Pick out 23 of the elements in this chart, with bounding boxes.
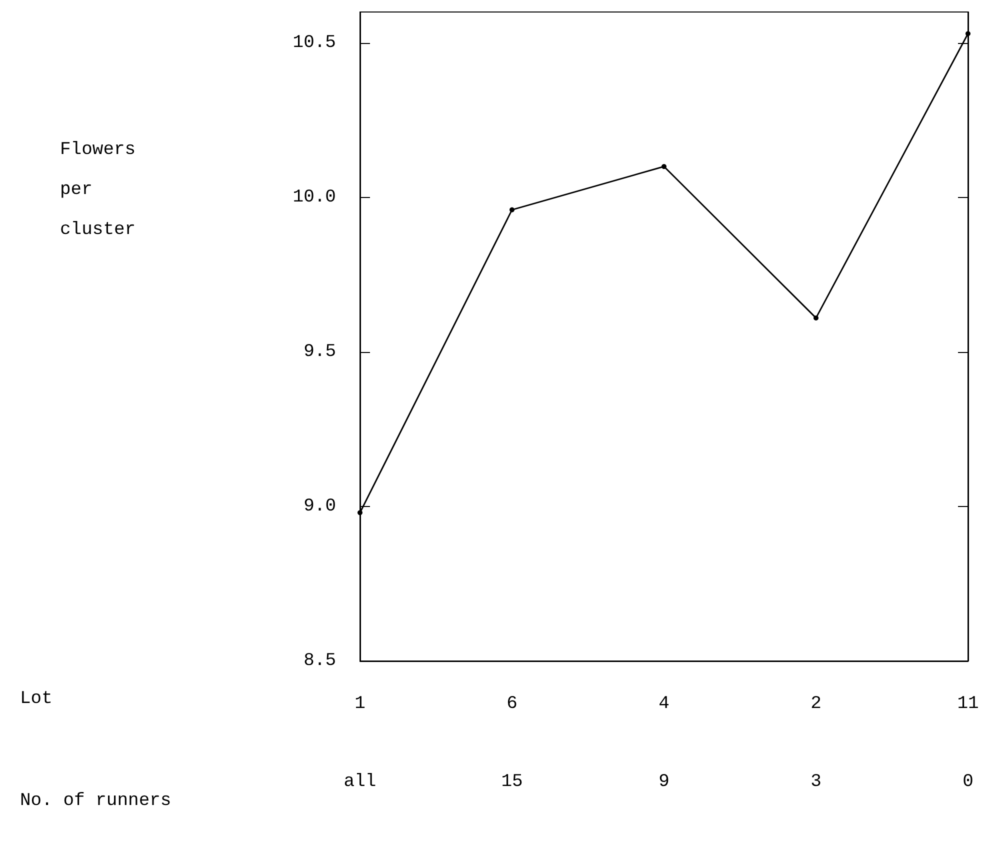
text: 0	[962, 772, 974, 792]
point	[358, 510, 362, 516]
x-tick-label: 11	[957, 694, 979, 714]
y-tick-label: 8.5	[304, 651, 336, 671]
x-tick-label: 2	[810, 694, 822, 714]
point	[510, 207, 514, 212]
text: Flowers per cluster	[60, 140, 136, 240]
text: 3	[810, 772, 822, 792]
y-tick-label: 9.0	[304, 496, 336, 516]
text: 9	[658, 772, 670, 792]
x-tick-label: 1	[354, 694, 366, 714]
y-tick-label: 10.0	[292, 187, 336, 208]
y-tick-label: 9.5	[304, 342, 336, 362]
x-tick-label: 6	[506, 694, 518, 714]
text: 15	[501, 772, 523, 792]
point	[966, 31, 970, 36]
y-tick-label: 10.5	[292, 32, 336, 53]
x-tick-label: 4	[658, 694, 670, 714]
point	[662, 164, 666, 170]
point	[814, 315, 818, 320]
text: all	[344, 772, 376, 792]
text: No. of runners	[20, 791, 172, 811]
text: Lot	[20, 689, 52, 709]
